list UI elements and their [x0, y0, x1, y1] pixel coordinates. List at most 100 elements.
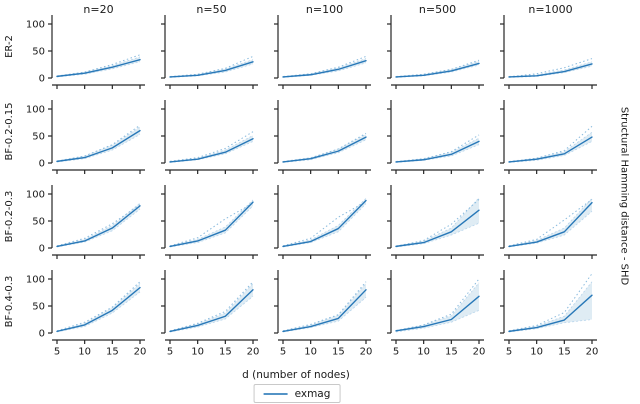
y-tick-label: 0 [39, 244, 45, 255]
subplot-r2-c1 [161, 185, 258, 259]
band-lower-edge [395, 222, 480, 248]
mean-line [282, 136, 367, 163]
dotted-line [508, 198, 593, 247]
band-upper-edge [282, 134, 367, 162]
x-tick-label: 5 [167, 347, 173, 358]
row-label: BF-0.2-0.15 [4, 103, 15, 161]
x-tick-label: 10 [530, 347, 543, 358]
band-lower-edge [395, 309, 480, 333]
subplot-r1-c1 [161, 100, 258, 174]
subplot-r2-c4 [500, 185, 597, 259]
y-tick-label: 100 [26, 20, 45, 31]
subplot-r0-c4: n=1000 [500, 3, 597, 89]
y-tick-label: 100 [26, 105, 45, 116]
dotted-line [169, 202, 254, 247]
band-upper-edge [508, 131, 593, 162]
y-tick-label: 100 [26, 190, 45, 201]
right-y-axis-label: Structural Hamming distance - SHD [618, 106, 630, 286]
confidence-band [396, 138, 479, 163]
x-tick-label: 15 [445, 347, 458, 358]
subplot-r3-c4: 5 10 15 20 [500, 270, 598, 358]
x-tick-label: 10 [78, 347, 91, 358]
band-lower-edge [508, 319, 593, 333]
band-lower-edge [169, 205, 254, 248]
dotted-line [282, 132, 367, 163]
subplot-r3-c1: 5 10 15 20 [161, 270, 259, 358]
band-upper-edge [169, 59, 254, 77]
mean-line [508, 136, 593, 163]
band-lower-edge [56, 291, 141, 333]
mean-line [282, 60, 367, 78]
x-tick-label: 5 [54, 347, 60, 358]
y-tick-label: 0 [39, 74, 45, 85]
confidence-band [509, 198, 592, 247]
dotted-line [56, 124, 141, 162]
mean-line [169, 137, 254, 163]
dotted-line [282, 55, 367, 78]
legend-line-sample [263, 392, 288, 395]
subplot-r3-c0: 0 50 100 5 10 15 20 BF-0.4-0.3 [4, 270, 146, 358]
subplot-r0-c0: 0 50 100 n=20 ER-2 [4, 3, 145, 89]
mean-line [508, 294, 593, 333]
column-title: n=500 [419, 3, 456, 16]
dotted-line [282, 201, 367, 247]
row-label: BF-0.2-0.3 [4, 191, 15, 243]
subplot-r0-c1: n=50 [161, 3, 258, 89]
confidence-band [396, 282, 479, 332]
confidence-band [57, 283, 140, 332]
legend: exmag [253, 384, 341, 403]
subplot-r2-c0: 0 50 100 BF-0.2-0.3 [4, 185, 145, 259]
dotted-line [56, 54, 141, 77]
confidence-band [283, 198, 366, 247]
x-tick-label: 10 [304, 347, 317, 358]
x-tick-label: 15 [558, 347, 571, 358]
mean-line [508, 201, 593, 248]
column-title: n=50 [196, 3, 226, 16]
column-title: n=20 [83, 3, 113, 16]
column-title: n=1000 [528, 3, 572, 16]
row-label: BF-0.4-0.3 [4, 276, 15, 328]
x-tick-label: 20 [247, 347, 260, 358]
dotted-line [395, 134, 480, 163]
confidence-band [509, 281, 592, 332]
mean-line [56, 129, 141, 163]
band-upper-edge [56, 283, 141, 332]
x-tick-label: 15 [219, 347, 232, 358]
subplot-r3-c3: 5 10 15 20 [387, 270, 485, 358]
band-upper-edge [56, 202, 141, 247]
x-tick-label: 20 [586, 347, 599, 358]
mean-line [395, 209, 480, 248]
row-label: ER-2 [4, 35, 15, 58]
band-lower-edge [508, 141, 593, 163]
band-lower-edge [56, 134, 141, 163]
subplot-r3-c2: 5 10 15 20 [274, 270, 372, 358]
band-upper-edge [282, 58, 367, 77]
y-tick-label: 50 [32, 132, 45, 143]
confidence-band [170, 135, 253, 163]
y-tick-label: 50 [32, 47, 45, 58]
band-lower-edge [282, 203, 367, 248]
band-lower-edge [282, 139, 367, 163]
x-tick-label: 10 [191, 347, 204, 358]
band-upper-edge [395, 60, 480, 77]
x-tick-label: 5 [280, 347, 286, 358]
subplot-r0-c3: n=500 [387, 3, 484, 89]
y-tick-label: 100 [26, 275, 45, 286]
x-tick-label: 10 [417, 347, 430, 358]
x-tick-label: 20 [134, 347, 147, 358]
mean-line [169, 201, 254, 248]
mean-line [395, 140, 480, 163]
subplot-r1-c4 [500, 100, 597, 174]
mean-line [282, 199, 367, 248]
y-tick-label: 0 [39, 159, 45, 170]
confidence-band [170, 283, 253, 332]
dotted-line [56, 281, 141, 332]
confidence-band [57, 203, 140, 247]
dotted-line [56, 204, 141, 247]
y-tick-label: 0 [39, 329, 45, 340]
column-title: n=100 [306, 3, 343, 16]
x-tick-label: 20 [473, 347, 486, 358]
band-lower-edge [56, 61, 141, 78]
